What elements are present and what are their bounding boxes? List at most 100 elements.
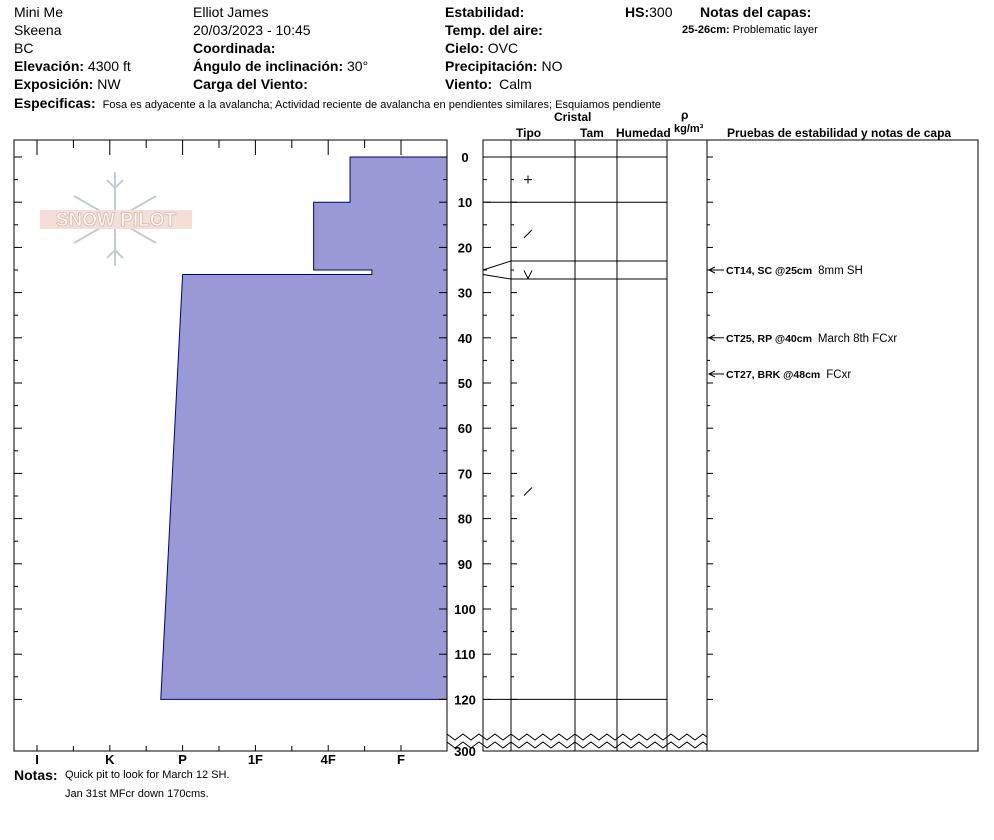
stability-label: Estabilidad: — [445, 4, 525, 20]
test-code: CT14, SC @25cm — [726, 265, 812, 277]
sky: Cielo: OVC — [445, 40, 518, 56]
hardness-label: I — [35, 752, 39, 767]
arrow-head-icon — [707, 370, 716, 378]
depth-ticks-right — [483, 156, 713, 700]
hs: HS:300 — [625, 4, 672, 20]
wind-load-label: Carga del Viento: — [193, 76, 308, 92]
crystal-slash-icon — [523, 229, 533, 239]
notes-label: Notas: — [14, 767, 58, 783]
sky-label: Cielo: — [445, 40, 484, 56]
sky-value: OVC — [487, 40, 519, 56]
datetime: 20/03/2023 - 10:45 — [193, 22, 311, 38]
crystal-v-icon — [523, 270, 533, 280]
hardness-label: 4F — [321, 752, 336, 767]
aspect: Exposición: NW — [14, 76, 121, 92]
notes-line-2: Jan 31st MFcr down 170cms. — [65, 788, 209, 800]
arrow-head-icon — [707, 334, 716, 342]
layer-table-frame — [482, 139, 979, 752]
depth-label: 90 — [458, 557, 472, 572]
layer-connector — [482, 274, 512, 280]
air-temp-label: Temp. del aire: — [445, 22, 543, 38]
slope-label: Ángulo de inclinación: — [193, 58, 344, 74]
col-moisture: Humedad — [616, 126, 671, 140]
depth-label: 120 — [454, 692, 476, 707]
depth-label: 80 — [458, 512, 472, 527]
depth-label: 10 — [458, 195, 472, 210]
hardness-ticks — [36, 140, 402, 751]
layer-note: 25-26cm: Problematic layer — [682, 24, 818, 37]
depth-label: 0 — [461, 150, 468, 165]
arrow-head-icon — [707, 266, 716, 274]
layer-lines — [482, 156, 667, 700]
depth-label: 100 — [454, 602, 476, 617]
hardness-label: P — [178, 752, 187, 767]
precip: Precipitación: NO — [445, 58, 562, 74]
layer-connector — [482, 260, 512, 271]
aspect-value: NW — [97, 76, 121, 92]
specifics-label: Especificas: — [14, 95, 96, 111]
depth-break-zigzag — [446, 733, 708, 749]
layer-notes-label: Notas del capas: — [700, 4, 812, 20]
depth-label: 20 — [458, 240, 472, 255]
crystal-slash-icon — [523, 487, 533, 496]
test-code: CT25, RP @40cm — [726, 333, 812, 345]
hardness-labels: I K P 1F 4F F — [35, 752, 405, 767]
layer-note-text: Problematic layer — [732, 24, 818, 36]
slope: Ángulo de inclinación: 30° — [193, 58, 368, 74]
notes-line-1: Quick pit to look for March 12 SH. — [65, 769, 230, 781]
hardness-label: K — [105, 752, 115, 767]
crystal-symbols — [523, 175, 533, 496]
observer: Elliot James — [193, 4, 269, 20]
hardness-label: F — [397, 752, 405, 767]
stability-tests: CT14, SC @25cm 8mm SH CT25, RP @40cm March … — [707, 265, 897, 381]
aspect-label: Exposición: — [14, 76, 94, 92]
test-code: CT27, BRK @48cm — [726, 369, 820, 381]
crystal-plus-icon — [524, 175, 532, 184]
depth-label: 110 — [455, 647, 476, 662]
wind: Viento: Calm — [445, 76, 532, 92]
hs-value: 300 — [649, 4, 673, 20]
precip-label: Precipitación: — [445, 58, 538, 74]
depth-ticks-left — [14, 156, 447, 700]
slope-value: 30° — [347, 58, 369, 74]
elevation-value: 4300 ft — [87, 58, 131, 74]
hardness-label: 1F — [248, 752, 263, 767]
col-rho: ρ — [681, 108, 689, 122]
col-crystal: Cristal — [554, 110, 592, 124]
stability-test: CT27, BRK @48cm FCxr — [707, 369, 851, 381]
depth-label: 60 — [458, 421, 472, 436]
specifics-text: Fosa es adyacente a la avalancha; Activi… — [102, 99, 661, 111]
state: BC — [14, 40, 34, 56]
elevation: Elevación: 4300 ft — [14, 58, 131, 74]
hardness-profile — [160, 156, 448, 700]
wind-label: Viento: — [445, 76, 493, 92]
specifics: Especificas: Fosa es adyacente a la aval… — [14, 95, 661, 112]
depth-label: 70 — [458, 466, 472, 481]
elevation-label: Elevación: — [14, 58, 85, 74]
col-size: Tam — [580, 126, 604, 140]
hardness-graph-frame — [13, 139, 448, 752]
col-density-unit: kg/m³ — [674, 123, 704, 135]
stability-test: CT14, SC @25cm 8mm SH — [707, 265, 863, 277]
depth-label: 30 — [458, 286, 472, 301]
depth-label: 50 — [458, 376, 472, 391]
stability-test: CT25, RP @40cm March 8th FCxr — [707, 333, 897, 345]
test-note: FCxr — [826, 369, 851, 381]
mountain-range: Skeena — [14, 22, 62, 38]
hs-label: HS: — [625, 4, 650, 20]
col-type: Tipo — [516, 126, 542, 140]
logo-band — [40, 210, 192, 229]
test-note: March 8th FCxr — [818, 333, 897, 345]
logo-text: SNOW PILOT — [56, 210, 177, 231]
layer-note-range: 25-26cm: — [682, 24, 730, 36]
precip-value: NO — [541, 58, 563, 74]
depth-label: 40 — [458, 331, 472, 346]
location-name: Mini Me — [14, 4, 64, 20]
wind-value: Calm — [499, 76, 532, 92]
col-tests: Pruebas de estabilidad y notas de capa — [727, 126, 952, 140]
coord-label: Coordinada: — [193, 40, 276, 56]
snowpilot-logo: SNOW PILOT — [40, 172, 192, 266]
test-note: 8mm SH — [818, 265, 863, 277]
